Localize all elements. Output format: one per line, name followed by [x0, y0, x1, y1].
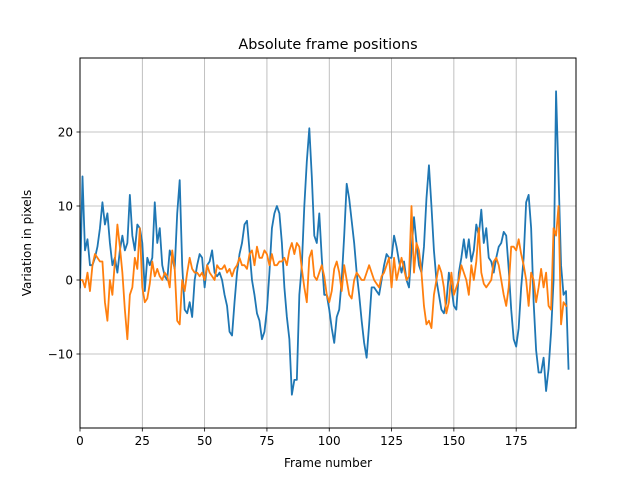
- series-line-1: [80, 90, 570, 396]
- x-tick-label: 150: [442, 434, 465, 448]
- plot-area-background: [80, 58, 576, 428]
- axis-ticks: 0 25 50 75 100 125 150 175 −10 0 10 20: [48, 126, 528, 449]
- x-tick-label: 75: [259, 434, 274, 448]
- x-tick-label: 125: [380, 434, 403, 448]
- chart-title: Absolute frame positions: [238, 37, 417, 53]
- x-tick-label: 0: [76, 434, 84, 448]
- series-layer: [80, 90, 570, 396]
- y-tick-label: 0: [65, 274, 73, 288]
- plot-frame: [79, 57, 577, 429]
- y-tick-label: −10: [48, 348, 73, 362]
- series-line-2: [80, 205, 568, 341]
- y-axis-label: Variation in pixels: [20, 190, 34, 296]
- x-tick-label: 25: [135, 434, 150, 448]
- x-tick-label: 100: [318, 434, 341, 448]
- grid-lines: [79, 58, 576, 428]
- y-tick-label: 20: [58, 126, 73, 140]
- x-tick-label: 50: [197, 434, 212, 448]
- y-tick-label: 10: [58, 200, 73, 214]
- x-tick-label: 175: [505, 434, 528, 448]
- x-axis-label: Frame number: [284, 456, 372, 470]
